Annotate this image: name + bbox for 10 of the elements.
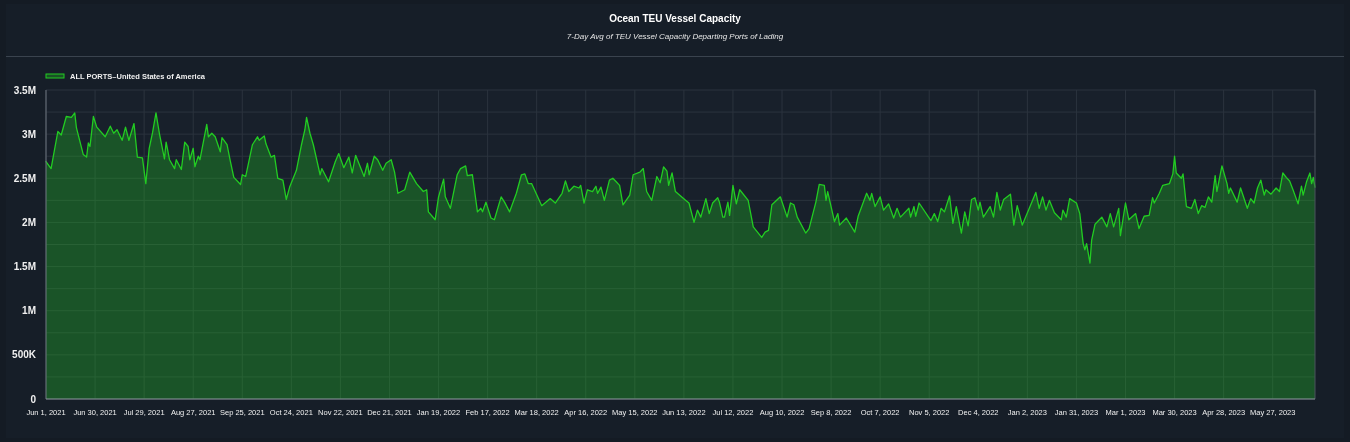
chart-title: Ocean TEU Vessel Capacity [609, 13, 742, 24]
chart-subtitle: 7-Day Avg of TEU Vessel Capacity Departing Ports of Lading [566, 32, 784, 41]
y-tick-label: 2M [22, 216, 36, 228]
y-tick-label: 1M [22, 305, 36, 317]
y-tick-label: 2.5M [13, 172, 36, 184]
y-tick-label: 3M [22, 128, 36, 140]
y-tick-label: 0 [30, 393, 37, 405]
y-tick-label: 1.5M [13, 261, 36, 273]
y-tick-label: 500K [12, 349, 37, 361]
y-tick-label: 3.5M [13, 84, 36, 96]
